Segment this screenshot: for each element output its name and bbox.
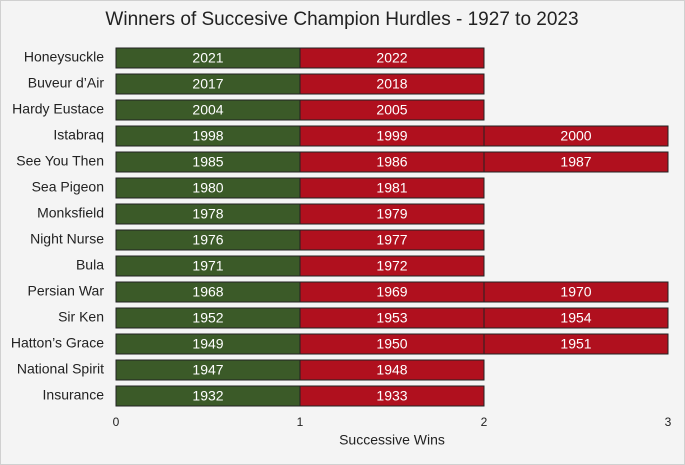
segment-label: 1951 [560, 336, 591, 352]
segment-label: 1981 [376, 180, 407, 196]
y-tick-label: Honeysuckle [24, 49, 104, 65]
x-tick-label: 0 [113, 415, 120, 429]
segment-label: 2017 [192, 76, 223, 92]
segment-label: 1987 [560, 154, 591, 170]
segment-label: 1947 [192, 362, 223, 378]
segment-label: 1969 [376, 284, 407, 300]
y-tick-label: Sir Ken [58, 309, 104, 325]
segment-label: 1932 [192, 388, 223, 404]
segment-label: 1978 [192, 206, 223, 222]
y-tick-label: See You Then [16, 153, 104, 169]
bar-segment [299, 359, 485, 381]
y-tick-label: Monksfield [37, 205, 104, 221]
segment-label: 1979 [376, 206, 407, 222]
y-tick-label: Night Nurse [30, 231, 104, 247]
bar-segment [299, 203, 485, 225]
segment-label: 1972 [376, 258, 407, 274]
segment-label: 1985 [192, 154, 223, 170]
segment-label: 1948 [376, 362, 407, 378]
segment-label: 1971 [192, 258, 223, 274]
y-tick-label: Sea Pigeon [32, 179, 104, 195]
segment-label: 2022 [376, 50, 407, 66]
segment-label: 1986 [376, 154, 407, 170]
segment-label: 1968 [192, 284, 223, 300]
segment-label: 2021 [192, 50, 223, 66]
segment-label: 1954 [560, 310, 591, 326]
segment-label: 2004 [192, 102, 223, 118]
bar-segment [483, 125, 669, 147]
segment-label: 1952 [192, 310, 223, 326]
x-tick-label: 2 [481, 415, 488, 429]
segment-label: 1999 [376, 128, 407, 144]
x-tick-label: 3 [665, 415, 672, 429]
segment-label: 2005 [376, 102, 407, 118]
bar-segment [299, 73, 485, 95]
segment-label: 1933 [376, 388, 407, 404]
bar-segment [299, 47, 485, 69]
bar-segment [483, 151, 669, 173]
bar-segment [299, 229, 485, 251]
bar-segment [299, 255, 485, 277]
bar-segment [299, 385, 485, 407]
segment-label: 1977 [376, 232, 407, 248]
bar-segment [483, 281, 669, 303]
segment-label: 1953 [376, 310, 407, 326]
y-tick-label: National Spirit [17, 361, 104, 377]
segment-label: 1949 [192, 336, 223, 352]
y-tick-label: Bula [76, 257, 104, 273]
segment-label: 2000 [560, 128, 591, 144]
bar-segment [299, 177, 485, 199]
segment-label: 2018 [376, 76, 407, 92]
bar-segment [299, 99, 485, 121]
segment-label: 1976 [192, 232, 223, 248]
y-tick-label: Istabraq [53, 127, 104, 143]
bar-segment [483, 307, 669, 329]
segment-label: 1950 [376, 336, 407, 352]
y-tick-label: Buveur d’Air [28, 75, 105, 91]
x-axis-label: Successive Wins [339, 432, 445, 448]
y-tick-label: Hardy Eustace [12, 101, 104, 117]
x-tick-label: 1 [297, 415, 304, 429]
segment-label: 1998 [192, 128, 223, 144]
y-tick-label: Insurance [43, 387, 105, 403]
chart-title: Winners of Succesive Champion Hurdles - … [105, 9, 578, 30]
y-tick-label: Hatton’s Grace [11, 335, 104, 351]
bar-segment [483, 333, 669, 355]
segment-label: 1970 [560, 284, 591, 300]
segment-label: 1980 [192, 180, 223, 196]
y-tick-label: Persian War [27, 283, 104, 299]
